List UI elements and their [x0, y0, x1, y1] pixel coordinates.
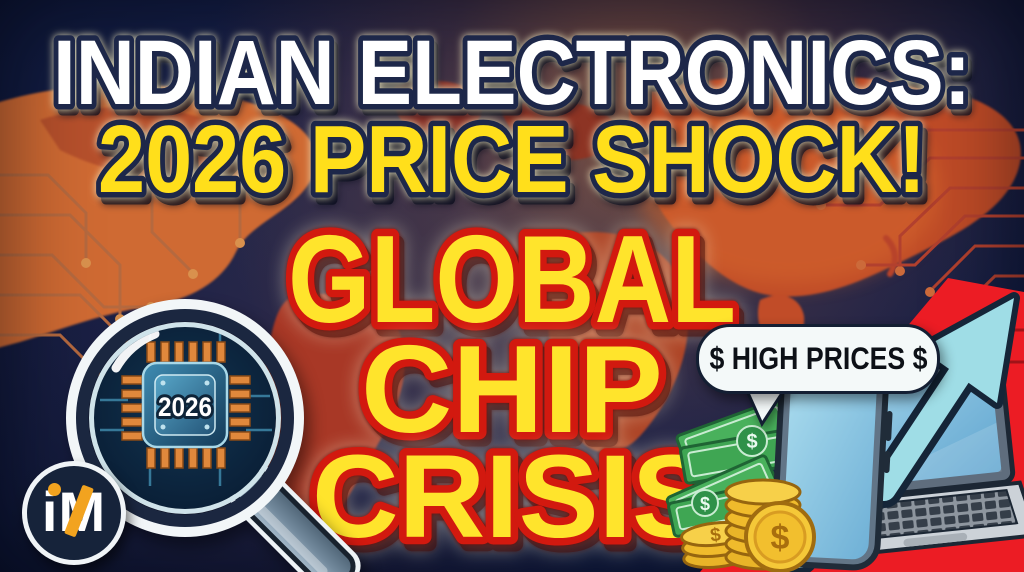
high-prices-badge-label: $ HIGH PRICES $	[709, 340, 927, 377]
chip-2026-icon: 2026	[141, 361, 229, 449]
center-title-crisis: CRISIS	[312, 431, 712, 563]
coin-dollar-sign: $	[771, 519, 790, 557]
channel-logo: iM	[22, 461, 126, 565]
chip-year-label: 2026	[158, 392, 212, 422]
center-title-global: GLOBAL	[288, 211, 736, 349]
magnifier-rim-dark	[73, 306, 297, 530]
bill-dollar-sign: $	[700, 494, 710, 514]
magnifier-glass-content: 2026	[100, 329, 272, 486]
circuit-traces-right-icon	[816, 125, 1024, 321]
glass-glint	[111, 329, 160, 373]
bill-dollar-sign: $	[746, 431, 757, 453]
headline-line2: 2026 PRICE SHOCK!	[98, 106, 926, 213]
headline-line1: INDIAN ELECTRONICS:	[53, 22, 971, 124]
logo-i-dot	[48, 483, 61, 496]
front-gold-coin: $	[744, 501, 816, 572]
coin-dollar-sign: $	[709, 524, 722, 546]
center-title-chip: CHIP	[361, 321, 663, 459]
gold-coins-icon: $ $	[680, 478, 816, 572]
high-prices-badge: $ HIGH PRICES $	[696, 324, 940, 394]
magnifier-rim-light	[89, 322, 281, 514]
magnifier-rim-white	[66, 299, 304, 537]
